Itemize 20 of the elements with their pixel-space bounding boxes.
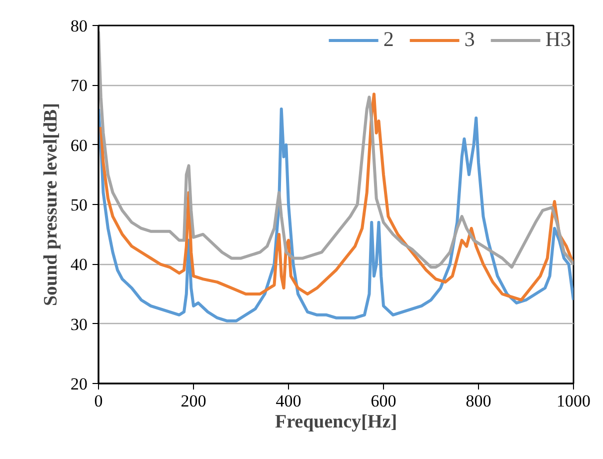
legend-label: 2 bbox=[383, 27, 395, 52]
legend-label: H3 bbox=[545, 27, 571, 52]
legend-label: 3 bbox=[464, 27, 476, 52]
y-tick-label: 60 bbox=[70, 136, 88, 155]
x-tick-label: 200 bbox=[180, 392, 206, 410]
x-tick-label: 600 bbox=[370, 392, 396, 410]
y-tick-label: 70 bbox=[70, 76, 88, 96]
y-tick-label: 50 bbox=[70, 196, 88, 214]
x-tick-label: 1000 bbox=[556, 392, 590, 410]
y-tick-label: 40 bbox=[70, 255, 88, 274]
x-tick-label: 400 bbox=[276, 392, 302, 410]
y-axis-title: Sound pressure level[dB] bbox=[40, 102, 62, 306]
x-tick-label: 800 bbox=[466, 392, 492, 410]
x-axis-title: Frequency[Hz] bbox=[274, 412, 398, 432]
y-tick-label: 20 bbox=[70, 374, 88, 394]
y-tick-label: 30 bbox=[70, 314, 88, 334]
x-tick-label: 0 bbox=[94, 392, 103, 410]
line-series bbox=[99, 92, 574, 302]
line-series bbox=[98, 108, 574, 322]
y-tick-label: 80 bbox=[70, 16, 88, 36]
